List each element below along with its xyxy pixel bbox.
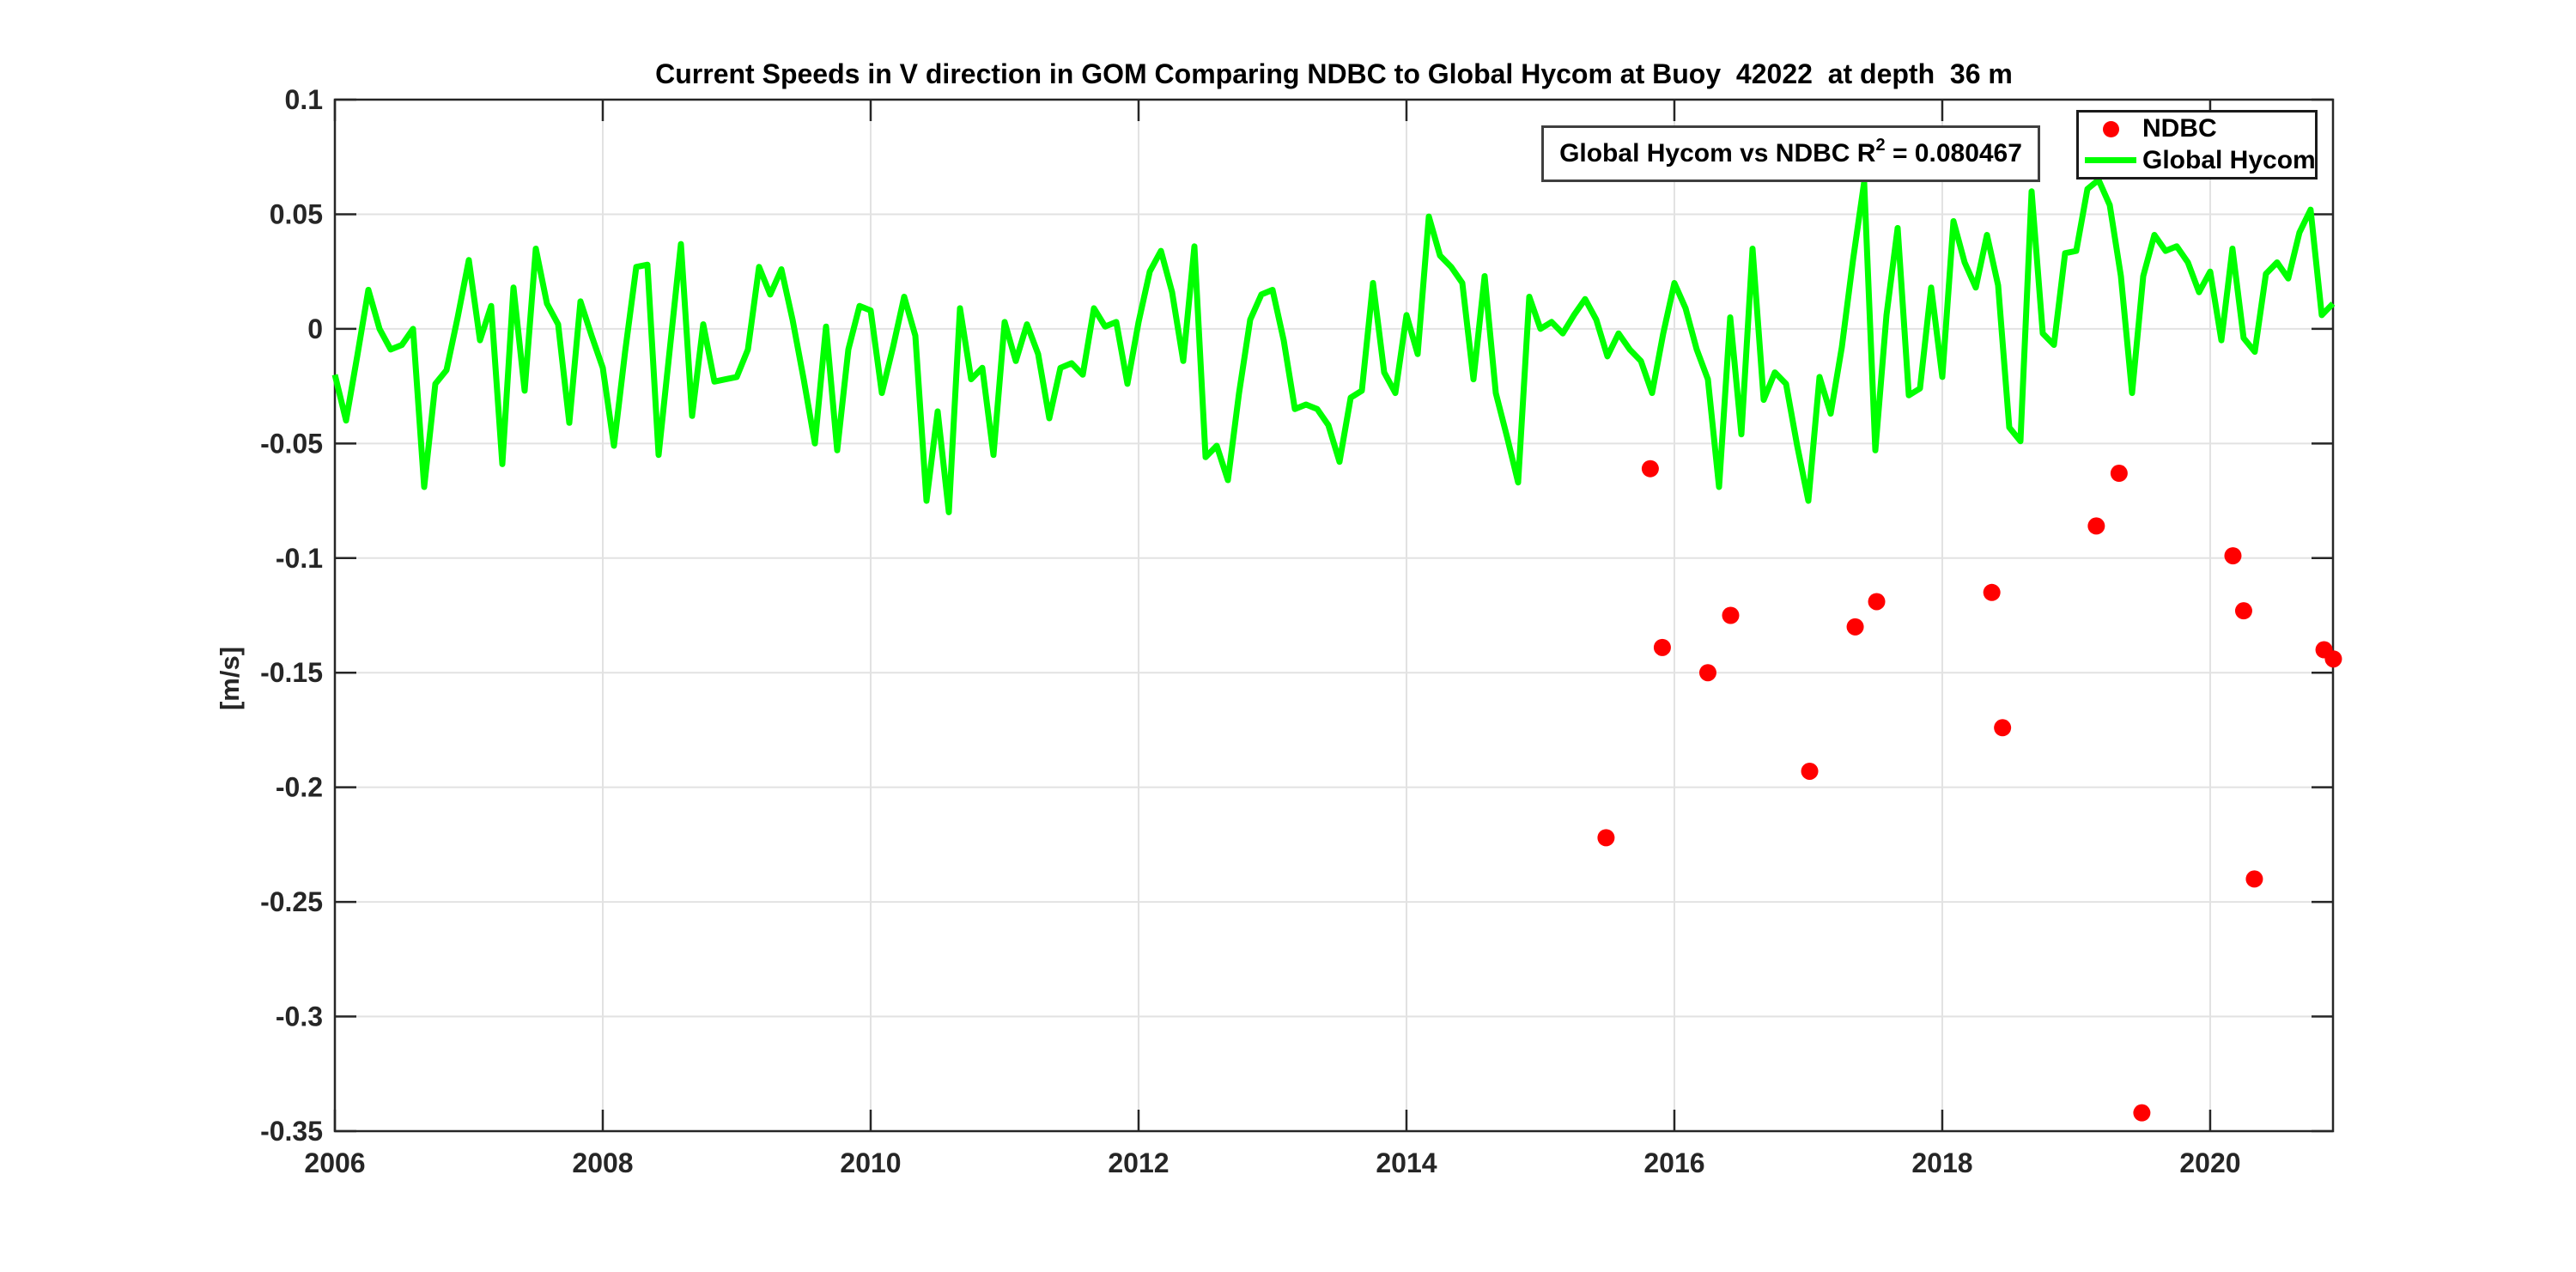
ndbc-point xyxy=(1983,583,2001,601)
y-tick-label: -0.1 xyxy=(276,543,323,574)
y-tick-label: -0.15 xyxy=(260,657,323,688)
x-tick-label: 2006 xyxy=(304,1147,365,1178)
ndbc-point xyxy=(1597,829,1615,847)
chart-title: Current Speeds in V direction in GOM Com… xyxy=(655,58,2013,89)
ndbc-point xyxy=(1846,618,1864,636)
x-tick-label: 2008 xyxy=(572,1147,633,1178)
global-hycom-line xyxy=(331,176,2336,515)
y-tick-label: -0.3 xyxy=(276,1001,323,1032)
ndbc-marker-icon xyxy=(2079,120,2142,137)
y-tick-label: -0.35 xyxy=(260,1116,323,1147)
ndbc-point xyxy=(2224,547,2242,565)
x-tick-label: 2018 xyxy=(1911,1147,1972,1178)
x-tick-label: 2014 xyxy=(1376,1147,1437,1178)
ndbc-point xyxy=(2110,465,2128,483)
y-tick-label: 0 xyxy=(307,313,323,344)
ndbc-point xyxy=(2324,650,2342,668)
ndbc-point xyxy=(1868,593,1886,611)
ndbc-point xyxy=(2133,1104,2151,1122)
ndbc-point xyxy=(1641,460,1659,478)
y-axis-label: [m/s] xyxy=(215,646,245,711)
legend-label-ndbc: NDBC xyxy=(2142,114,2217,143)
legend-item-ndbc: NDBC xyxy=(2079,114,2315,143)
ndbc-point xyxy=(1698,664,1716,682)
annotation-value: = 0.080467 xyxy=(1885,139,2022,167)
annotation-text: Global Hycom vs NDBC R xyxy=(1559,139,1876,167)
y-tick-label: 0.05 xyxy=(270,198,323,229)
global-hycom-marker-icon xyxy=(2079,157,2142,164)
ndbc-point xyxy=(1801,762,1819,780)
plot-border xyxy=(333,98,2335,1133)
legend-item-global-hycom: Global Hycom xyxy=(2079,145,2316,175)
y-tick-label: -0.2 xyxy=(276,772,323,803)
x-tick-label: 2016 xyxy=(1643,1147,1704,1178)
ndbc-point xyxy=(2234,602,2252,620)
ndbc-point xyxy=(1722,606,1740,624)
ndbc-point xyxy=(1653,638,1671,656)
y-tick-label: -0.25 xyxy=(260,886,323,917)
x-tick-label: 2012 xyxy=(1108,1147,1169,1178)
legend: NDBC Global Hycom xyxy=(2076,110,2318,180)
x-tick-label: 2020 xyxy=(2179,1147,2240,1178)
ndbc-point xyxy=(2245,870,2263,888)
y-tick-label: 0.1 xyxy=(285,84,323,115)
ndbc-point xyxy=(2087,517,2105,535)
y-tick-label: -0.05 xyxy=(260,428,323,459)
ndbc-point xyxy=(1994,719,2012,737)
x-tick-label: 2010 xyxy=(840,1147,901,1178)
legend-label-global-hycom: Global Hycom xyxy=(2142,145,2316,174)
